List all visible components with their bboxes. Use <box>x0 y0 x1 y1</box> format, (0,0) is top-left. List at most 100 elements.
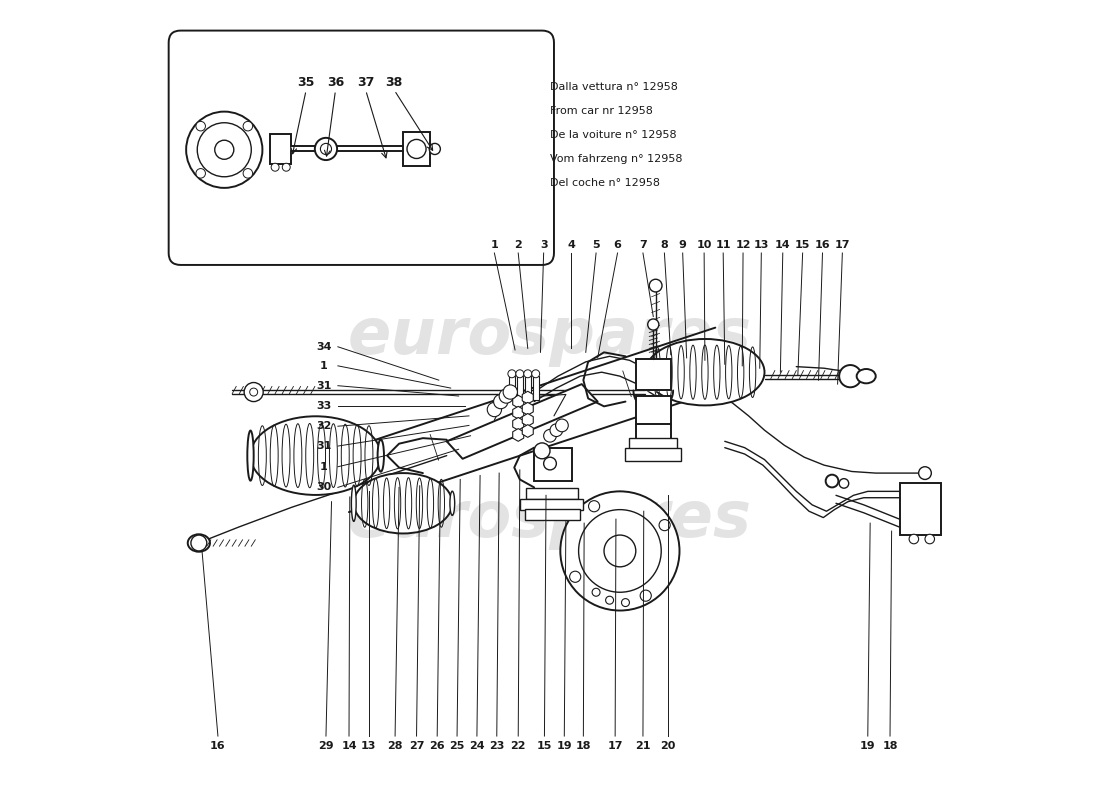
Circle shape <box>926 485 939 498</box>
Text: 19: 19 <box>860 741 876 750</box>
Text: 9: 9 <box>679 240 686 250</box>
Text: 17: 17 <box>607 741 623 750</box>
Circle shape <box>924 491 937 504</box>
Circle shape <box>649 279 662 292</box>
Text: 2: 2 <box>515 240 522 250</box>
Circle shape <box>196 169 206 178</box>
Circle shape <box>543 457 557 470</box>
Text: 34: 34 <box>316 342 331 352</box>
Text: 27: 27 <box>409 741 425 750</box>
Text: 16: 16 <box>210 741 225 750</box>
FancyBboxPatch shape <box>168 30 554 265</box>
Circle shape <box>604 535 636 567</box>
Bar <box>535 448 572 481</box>
Text: 31: 31 <box>316 441 331 451</box>
Circle shape <box>524 370 531 378</box>
Circle shape <box>535 443 550 458</box>
Bar <box>271 134 292 164</box>
Circle shape <box>839 365 861 387</box>
FancyBboxPatch shape <box>900 483 940 535</box>
Circle shape <box>250 388 257 396</box>
Text: 23: 23 <box>490 741 505 750</box>
Bar <box>626 449 681 461</box>
Circle shape <box>429 143 440 154</box>
Polygon shape <box>636 358 671 390</box>
Text: De la voiture n° 12958: De la voiture n° 12958 <box>550 130 676 140</box>
Circle shape <box>272 163 279 171</box>
Circle shape <box>315 138 337 160</box>
Circle shape <box>560 491 680 610</box>
Ellipse shape <box>354 473 452 534</box>
Polygon shape <box>447 384 597 458</box>
Circle shape <box>196 122 206 131</box>
Text: 25: 25 <box>450 741 464 750</box>
Circle shape <box>214 140 234 159</box>
Circle shape <box>918 466 932 479</box>
Circle shape <box>191 535 207 551</box>
Circle shape <box>503 385 517 399</box>
Circle shape <box>579 510 661 592</box>
Polygon shape <box>292 146 403 151</box>
Text: Vom fahrzeng n° 12958: Vom fahrzeng n° 12958 <box>550 154 682 164</box>
Circle shape <box>592 588 601 596</box>
Ellipse shape <box>377 439 384 472</box>
Bar <box>526 488 578 499</box>
Circle shape <box>197 122 251 177</box>
Circle shape <box>570 571 581 582</box>
Bar <box>517 376 522 400</box>
Circle shape <box>556 419 569 432</box>
Text: 6: 6 <box>614 240 622 250</box>
Circle shape <box>606 596 614 604</box>
Circle shape <box>407 139 426 158</box>
Text: 15: 15 <box>537 741 552 750</box>
Text: 16: 16 <box>815 240 830 250</box>
Circle shape <box>659 519 670 530</box>
Text: eurospares: eurospares <box>348 488 752 550</box>
Text: 1: 1 <box>320 361 328 371</box>
Bar <box>508 376 515 400</box>
Text: 35: 35 <box>297 76 315 89</box>
Circle shape <box>826 474 838 487</box>
Bar <box>629 438 678 450</box>
Circle shape <box>531 370 540 378</box>
Ellipse shape <box>351 485 356 522</box>
Text: 1: 1 <box>320 462 328 472</box>
Text: 13: 13 <box>361 741 376 750</box>
Ellipse shape <box>450 491 454 515</box>
Text: 14: 14 <box>341 741 356 750</box>
Circle shape <box>516 370 524 378</box>
Text: 17: 17 <box>835 240 850 250</box>
Text: 36: 36 <box>327 76 344 89</box>
Bar <box>525 509 580 520</box>
Ellipse shape <box>248 430 254 481</box>
Circle shape <box>839 478 849 488</box>
Circle shape <box>499 389 514 403</box>
Circle shape <box>909 534 918 544</box>
Text: 5: 5 <box>592 240 600 250</box>
Ellipse shape <box>857 369 876 383</box>
Text: 8: 8 <box>660 240 669 250</box>
Text: 14: 14 <box>776 240 791 250</box>
Circle shape <box>543 430 557 442</box>
Circle shape <box>588 501 600 512</box>
Bar <box>636 358 671 390</box>
Bar <box>520 498 583 510</box>
Text: 26: 26 <box>429 741 446 750</box>
Text: 7: 7 <box>639 240 647 250</box>
Text: 21: 21 <box>635 741 651 750</box>
Circle shape <box>487 402 502 417</box>
Circle shape <box>186 112 263 188</box>
Text: Del coche n° 12958: Del coche n° 12958 <box>550 178 660 187</box>
Text: 1: 1 <box>491 240 498 250</box>
Text: 12: 12 <box>735 240 751 250</box>
Text: From car nr 12958: From car nr 12958 <box>550 106 653 116</box>
Text: 4: 4 <box>568 240 575 250</box>
Text: 30: 30 <box>316 482 331 492</box>
Text: 18: 18 <box>575 741 591 750</box>
Text: 33: 33 <box>316 401 331 410</box>
Bar <box>636 396 671 424</box>
Polygon shape <box>330 328 734 512</box>
Ellipse shape <box>646 339 764 406</box>
Text: Dalla vettura n° 12958: Dalla vettura n° 12958 <box>550 82 678 92</box>
Text: 20: 20 <box>660 741 675 750</box>
